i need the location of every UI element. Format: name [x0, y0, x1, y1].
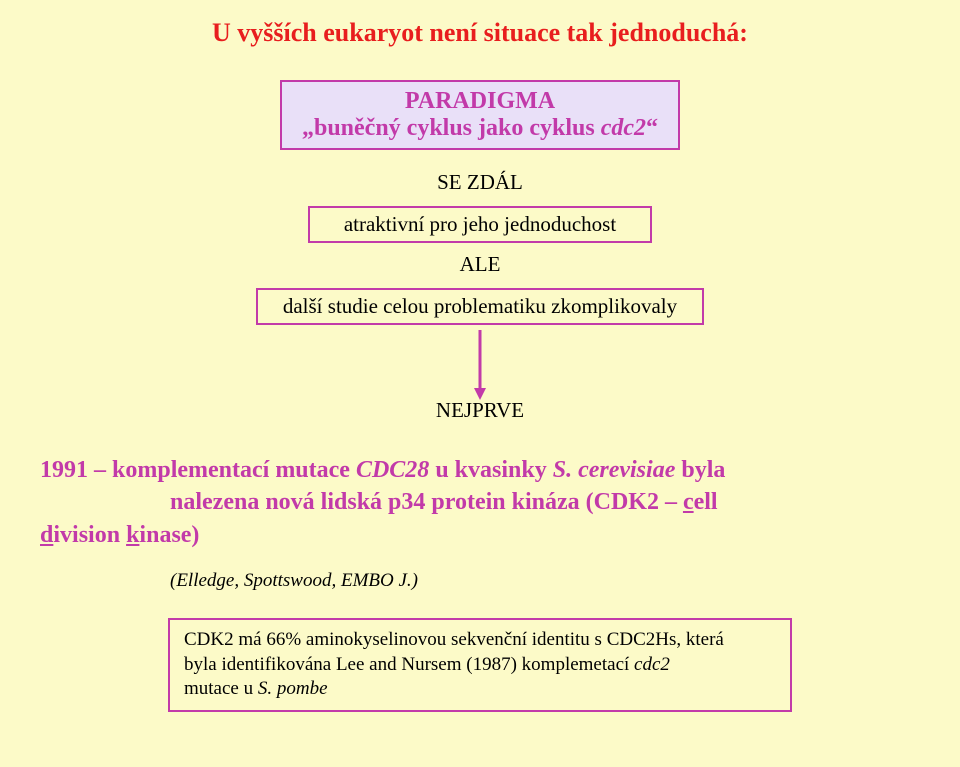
ale-label: ALE: [0, 252, 960, 277]
cdk2-box: CDK2 má 66% aminokyselinovou sekvenční i…: [168, 618, 792, 712]
main-paragraph: 1991 – komplementací mutace CDC28 u kvas…: [40, 454, 920, 551]
arrow-down-icon: [472, 330, 488, 406]
cdk2-line1: CDK2 má 66% aminokyselinovou sekvenční i…: [184, 628, 776, 653]
page-title: U vyšších eukaryot není situace tak jedn…: [0, 18, 960, 48]
se-zdal-label: SE ZDÁL: [0, 170, 960, 195]
paradigm-line2: „buněčný cyklus jako cyklus cdc2“: [296, 115, 664, 142]
nejprve-label: NEJPRVE: [0, 398, 960, 423]
studie-box: další studie celou problematiku zkomplik…: [256, 288, 704, 325]
paradigm-box: PARADIGMA „buněčný cyklus jako cyklus cd…: [280, 80, 680, 150]
cdk2-line3: mutace u S. pombe: [184, 677, 776, 702]
cdk2-line2: byla identifikována Lee and Nursem (1987…: [184, 653, 776, 678]
citation: (Elledge, Spottswood, EMBO J.): [170, 570, 418, 592]
paradigm-line1: PARADIGMA: [296, 88, 664, 115]
title-text: U vyšších eukaryot není situace tak jedn…: [212, 18, 748, 47]
attractive-box: atraktivní pro jeho jednoduchost: [308, 206, 652, 243]
